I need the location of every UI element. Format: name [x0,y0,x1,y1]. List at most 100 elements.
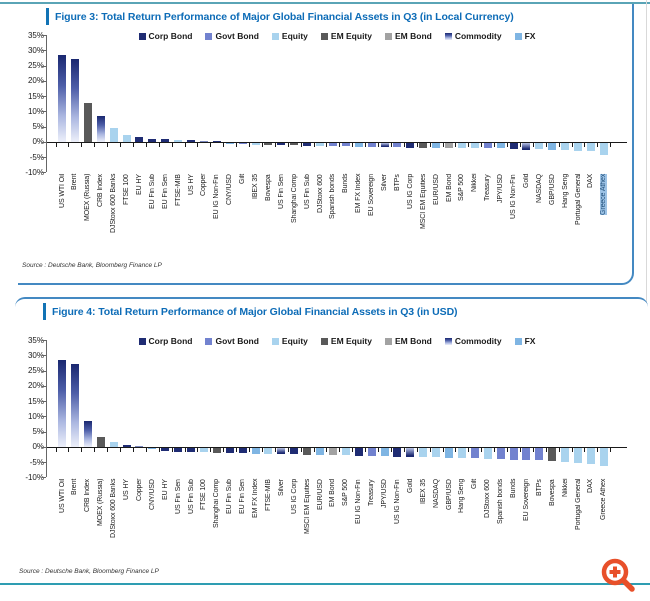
x-axis-tick [261,448,263,452]
x-axis-label: EUR/USD [430,174,443,262]
bar [599,448,608,466]
bar [225,448,234,454]
bar [122,445,131,447]
bar [470,143,479,149]
bar [96,436,105,447]
bar [522,448,531,460]
x-axis-tick [507,448,509,452]
bar [264,143,273,145]
x-axis-tick [532,143,534,147]
bar [251,143,260,145]
category-label-text: DJStoxx 600 Banks [110,479,118,539]
x-axis-tick [558,143,560,147]
x-axis-label: Greece Athex [597,479,610,567]
category-label-text: MOEX (Russia) [97,479,105,527]
title-accent-bar [46,8,49,25]
y-axis-tick [42,446,46,448]
category-label-text: Nikkei [561,479,569,498]
highlighted-category-label: Greece Athex [600,174,608,216]
x-axis-tick [236,448,238,452]
y-axis-tick [42,370,46,372]
x-axis-tick [429,143,431,147]
x-axis-label: DJStoxx 600 [314,174,327,262]
bar [535,448,544,461]
bar [148,138,157,142]
x-axis-tick [68,448,70,452]
x-axis-tick [158,448,160,452]
bar [406,143,415,148]
x-axis-tick [249,143,251,147]
x-axis-label: MSCI EM Equities [417,174,430,262]
x-axis-tick [197,448,199,452]
x-axis-tick [300,143,302,147]
bar [445,448,453,458]
bar [328,448,337,455]
bar [58,55,66,142]
x-axis-label: Bovespa [546,479,559,567]
x-axis-label: FTSE-MIB [262,479,275,567]
category-label-text: Treasury [368,479,376,506]
y-axis-tick-label: -5% [29,457,44,467]
x-axis-tick [494,448,496,452]
bar [380,143,389,147]
x-axis-label: MSCI EM Equities [301,479,314,567]
category-label-text: CNY/USD [148,479,156,510]
category-label-text: US Fin Sen [277,174,285,209]
x-axis-tick [184,448,186,452]
legend-label: Commodity [454,336,502,346]
category-label-text: DJStoxx 600 [316,174,324,213]
x-axis-label: MOEX (Russia) [81,174,94,262]
chart-legend: Corp Bond Govt Bond Equity EM Equity EM Bond… [47,336,627,346]
x-axis-tick [455,448,457,452]
bar [548,143,557,150]
legend-label: EM Equity [330,336,372,346]
x-axis-tick [145,448,147,452]
x-axis-tick [184,143,186,147]
bar [535,143,544,150]
x-axis-tick [249,448,251,452]
category-label-text: FTSE 100 [200,479,208,510]
x-axis-label: Copper [133,479,146,567]
category-label-text: S&P 500 [342,479,350,506]
bar [367,448,376,456]
category-label-text: Nikkei [471,174,479,193]
bar [70,58,79,142]
category-label-text: Silver [277,479,285,496]
x-axis-label: Portugal General [572,479,585,567]
x-axis-tick [197,143,199,147]
x-axis-label: EU Fin Sen [159,174,172,262]
x-axis-label: Gilt [468,479,481,567]
y-axis-tick [42,111,46,113]
bar [199,140,208,142]
x-axis-tick [416,448,418,452]
figure-4-title-row: Figure 4: Total Return Performance of Ma… [43,303,458,320]
x-axis-tick [378,143,380,147]
category-label-text: FTSE-MIB [264,479,272,511]
bar [303,448,312,455]
zoom-in-icon[interactable] [598,555,640,597]
bar [354,143,363,147]
x-axis-label: EM Bond [443,174,456,262]
x-axis-tick [584,448,586,452]
x-axis-label: Brent [68,174,81,262]
x-axis-label: Silver [378,174,391,262]
x-axis-tick [55,448,57,452]
x-axis-label: Shanghai Comp [288,174,301,262]
x-axis-tick [171,448,173,452]
x-axis-tick [210,143,212,147]
legend-swatch-em-equity-icon [320,32,328,40]
x-axis-label: EU IG Non-Fin [210,174,223,262]
x-axis-tick [223,143,225,147]
y-axis-tick [42,50,46,52]
x-axis-label: Spanish bonds [494,479,507,567]
x-axis-label: Gold [520,174,533,262]
bar [367,143,376,147]
chart-legend: Corp Bond Govt Bond Equity EM Equity EM Bond… [47,31,627,41]
category-label-text: Gold [406,479,414,494]
category-label-text: Treasury [484,174,492,201]
x-axis-label: IBEX 35 [249,174,262,262]
category-label-text: GBP/USD [445,479,453,510]
x-axis-label: US Fin Sen [172,479,185,567]
x-axis-label: EM Bond [326,479,339,567]
bar [586,143,595,152]
